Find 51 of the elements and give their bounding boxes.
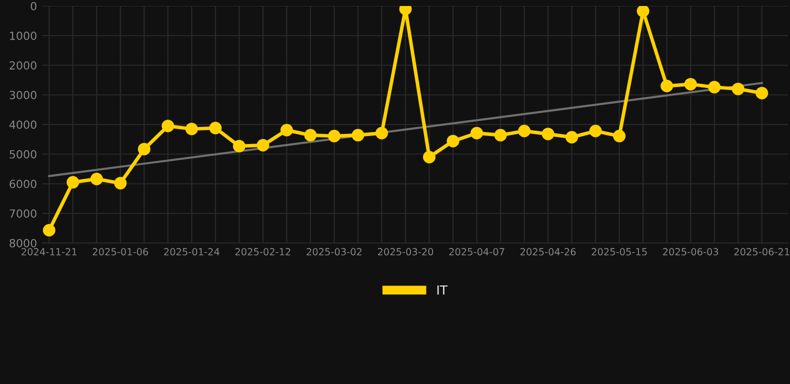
y-tick-label: 2000 bbox=[10, 61, 36, 70]
x-tick-label: 2025-02-12 bbox=[235, 248, 290, 256]
point bbox=[708, 80, 721, 94]
x-tick-label: 2025-04-07 bbox=[449, 248, 504, 256]
point bbox=[185, 122, 198, 136]
x-tick-label: 2024-11-21 bbox=[22, 248, 76, 256]
point bbox=[138, 142, 150, 156]
y-tick-label: 3000 bbox=[10, 90, 36, 100]
point bbox=[518, 124, 531, 138]
point bbox=[613, 130, 626, 142]
point bbox=[66, 176, 80, 189]
point bbox=[494, 128, 507, 142]
point bbox=[660, 80, 674, 92]
point bbox=[756, 86, 768, 100]
y-tick-label: 0 bbox=[30, 2, 36, 10]
point bbox=[42, 224, 56, 237]
point bbox=[684, 78, 697, 90]
point bbox=[446, 134, 460, 148]
point bbox=[542, 128, 554, 140]
point bbox=[256, 138, 270, 152]
y-tick-label: 6000 bbox=[10, 180, 36, 188]
y-tick-label: 4000 bbox=[9, 120, 36, 129]
point bbox=[90, 172, 103, 186]
point bbox=[280, 124, 293, 136]
x-tick-label: 2025-06-21 bbox=[734, 248, 790, 256]
point bbox=[566, 130, 578, 144]
x-tick-label: 2025-03-02 bbox=[306, 248, 362, 256]
x-tick-label: 2025-04-26 bbox=[520, 248, 576, 256]
legend-label: IT bbox=[437, 285, 448, 295]
y-tick-label: 7000 bbox=[10, 209, 36, 218]
y-tick-label: 8000 bbox=[10, 238, 36, 248]
x-tick-label: 2025-03-20 bbox=[378, 248, 434, 256]
point bbox=[589, 124, 602, 138]
point bbox=[352, 128, 364, 142]
point bbox=[328, 130, 340, 142]
point bbox=[114, 176, 127, 190]
point bbox=[423, 150, 436, 164]
point bbox=[232, 140, 246, 152]
y-tick-label: 1000 bbox=[10, 32, 36, 40]
x-tick-label: 2025-01-06 bbox=[92, 248, 148, 256]
point bbox=[470, 126, 484, 140]
y-tick-label: 5000 bbox=[10, 150, 36, 159]
point bbox=[636, 6, 650, 18]
point bbox=[732, 82, 744, 96]
x-tick-label: 2025-01-24 bbox=[164, 248, 220, 256]
x-tick-label: 2025-05-15 bbox=[592, 248, 647, 256]
x-tick-label: 2025-06-03 bbox=[663, 248, 718, 256]
point bbox=[375, 126, 388, 140]
point bbox=[209, 122, 222, 134]
point bbox=[162, 120, 174, 132]
point bbox=[304, 128, 317, 142]
